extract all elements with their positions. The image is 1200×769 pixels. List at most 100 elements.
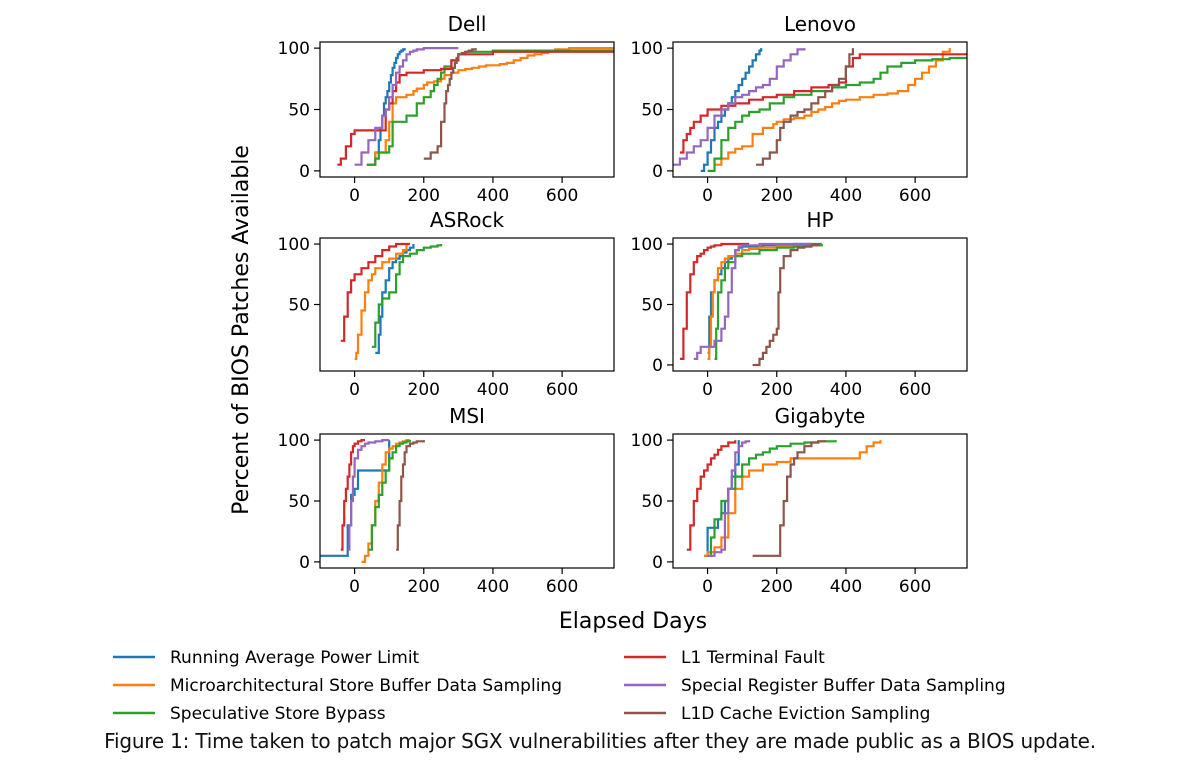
- x-tick-label: 0: [702, 186, 713, 206]
- series-line-speculative-store-bypass: [707, 56, 967, 172]
- series-line-l1d-cache-eviction-sampling: [756, 48, 854, 166]
- x-tick-label: 0: [702, 577, 713, 597]
- y-tick-label: 50: [288, 492, 310, 512]
- panel-msi: MSI 0 200 400 600 0 50 100: [278, 404, 615, 597]
- panel-gigabyte: Gigabyte 0 200 400 600 0 50 100: [631, 404, 968, 597]
- series-line-running-average-power-limit: [700, 48, 763, 172]
- series-line-running-average-power-limit: [375, 244, 415, 354]
- panel-title-asrock: ASRock: [430, 208, 505, 232]
- y-tick-label: 50: [288, 296, 310, 316]
- x-tick-label: 200: [761, 577, 793, 597]
- x-tick-label: 200: [761, 186, 793, 206]
- series-group: [320, 439, 425, 563]
- series-line-speculative-store-bypass: [714, 244, 823, 360]
- y-tick-label: 100: [278, 431, 310, 451]
- y-tick-label: 100: [631, 431, 663, 451]
- panel-frame: [319, 433, 615, 569]
- legend-item-l1-terminal-fault: L1 Terminal Fault: [624, 648, 825, 668]
- series-line-microarchitectural-store-buffer-data-sampling: [366, 47, 614, 166]
- legend-label: Running Average Power Limit: [170, 648, 420, 668]
- x-tick-label: 400: [830, 186, 862, 206]
- panel-lenovo: Lenovo 0 200 400 600 0 50 100: [631, 12, 968, 206]
- series-line-microarchitectural-store-buffer-data-sampling: [714, 48, 951, 166]
- series-line-l1-terminal-fault: [686, 440, 737, 551]
- y-tick-label: 50: [641, 296, 663, 316]
- x-tick-label: 0: [349, 577, 360, 597]
- series-group: [686, 440, 882, 557]
- y-tick-label: 100: [631, 235, 663, 255]
- x-tick-label: 600: [899, 380, 931, 400]
- series-line-l1-terminal-fault: [337, 50, 614, 166]
- x-tick-label: 400: [477, 186, 509, 206]
- series-line-l1-terminal-fault: [679, 53, 967, 154]
- y-tick-label: 0: [299, 553, 310, 573]
- series-line-speculative-store-bypass: [368, 440, 411, 551]
- series-line-speculative-store-bypass: [707, 440, 837, 557]
- panel-title-msi: MSI: [449, 404, 485, 428]
- series-group: [679, 242, 823, 367]
- legend-item-running-average-power-limit: Running Average Power Limit: [113, 648, 420, 668]
- x-tick-label: 600: [546, 380, 578, 400]
- x-axis-label: Elapsed Days: [559, 609, 707, 634]
- x-tick-label: 600: [546, 577, 578, 597]
- legend-item-microarchitectural-store-buffer-data-sampling: Microarchitectural Store Buffer Data Sam…: [113, 676, 562, 696]
- series-line-l1d-cache-eviction-sampling: [396, 440, 425, 551]
- panel-asrock: ASRock 0 200 400 600 50 100: [278, 208, 615, 400]
- legend-item-l1d-cache-eviction-sampling: L1D Cache Eviction Sampling: [624, 704, 930, 724]
- x-tick-label: 600: [899, 577, 931, 597]
- x-tick-label: 0: [349, 186, 360, 206]
- panel-title-dell: Dell: [448, 12, 487, 36]
- x-tick-label: 400: [477, 577, 509, 597]
- y-axis-label: Percent of BIOS Patches Available: [229, 145, 254, 515]
- panel-hp: HP 0 200 400 600 0 50 100: [631, 208, 968, 400]
- series-group: [673, 48, 967, 172]
- panel-title-hp: HP: [806, 208, 833, 232]
- legend-label: Microarchitectural Store Buffer Data Sam…: [170, 676, 562, 696]
- series-line-microarchitectural-store-buffer-data-sampling: [707, 244, 823, 360]
- series-group: [337, 47, 614, 166]
- x-tick-label: 200: [408, 186, 440, 206]
- series-line-special-register-buffer-data-sampling: [673, 48, 806, 166]
- figure-caption: Figure 1: Time taken to patch major SGX …: [104, 729, 1096, 753]
- x-tick-label: 400: [830, 577, 862, 597]
- y-tick-label: 0: [652, 553, 663, 573]
- legend-label: Speculative Store Bypass: [170, 704, 386, 724]
- series-line-microarchitectural-store-buffer-data-sampling: [361, 439, 410, 563]
- series-line-l1d-cache-eviction-sampling: [752, 244, 820, 367]
- y-tick-label: 50: [641, 492, 663, 512]
- y-tick-label: 0: [652, 356, 663, 376]
- panel-dell: Dell 0 200 400 600 0 50 100: [278, 12, 615, 206]
- x-tick-label: 600: [899, 186, 931, 206]
- legend: Running Average Power Limit Microarchitec…: [113, 648, 1006, 724]
- x-tick-label: 200: [761, 380, 793, 400]
- panel-title-lenovo: Lenovo: [784, 12, 856, 36]
- y-tick-label: 100: [631, 39, 663, 59]
- series-line-l1-terminal-fault: [340, 242, 410, 342]
- series-line-running-average-power-limit: [368, 48, 406, 166]
- y-tick-label: 0: [652, 162, 663, 182]
- y-tick-label: 50: [641, 101, 663, 121]
- y-tick-label: 50: [288, 101, 310, 121]
- series-line-l1d-cache-eviction-sampling: [423, 48, 477, 160]
- y-tick-label: 100: [278, 39, 310, 59]
- x-tick-label: 200: [408, 577, 440, 597]
- series-line-l1-terminal-fault: [340, 439, 365, 551]
- series-line-special-register-buffer-data-sampling: [693, 242, 812, 360]
- legend-label: Special Register Buffer Data Sampling: [681, 676, 1006, 696]
- x-tick-label: 0: [702, 380, 713, 400]
- series-line-speculative-store-bypass: [366, 49, 614, 166]
- series-line-special-register-buffer-data-sampling: [347, 439, 390, 551]
- series-line-l1-terminal-fault: [679, 242, 750, 360]
- series-line-special-register-buffer-data-sampling: [707, 440, 751, 557]
- x-tick-label: 0: [349, 380, 360, 400]
- x-tick-label: 400: [830, 380, 862, 400]
- y-tick-label: 100: [278, 235, 310, 255]
- legend-label: L1D Cache Eviction Sampling: [681, 704, 930, 724]
- series-line-speculative-store-bypass: [371, 244, 443, 348]
- series-line-microarchitectural-store-buffer-data-sampling: [704, 440, 882, 557]
- series-group: [340, 242, 443, 360]
- legend-label: L1 Terminal Fault: [681, 648, 825, 668]
- series-line-special-register-buffer-data-sampling: [354, 47, 459, 166]
